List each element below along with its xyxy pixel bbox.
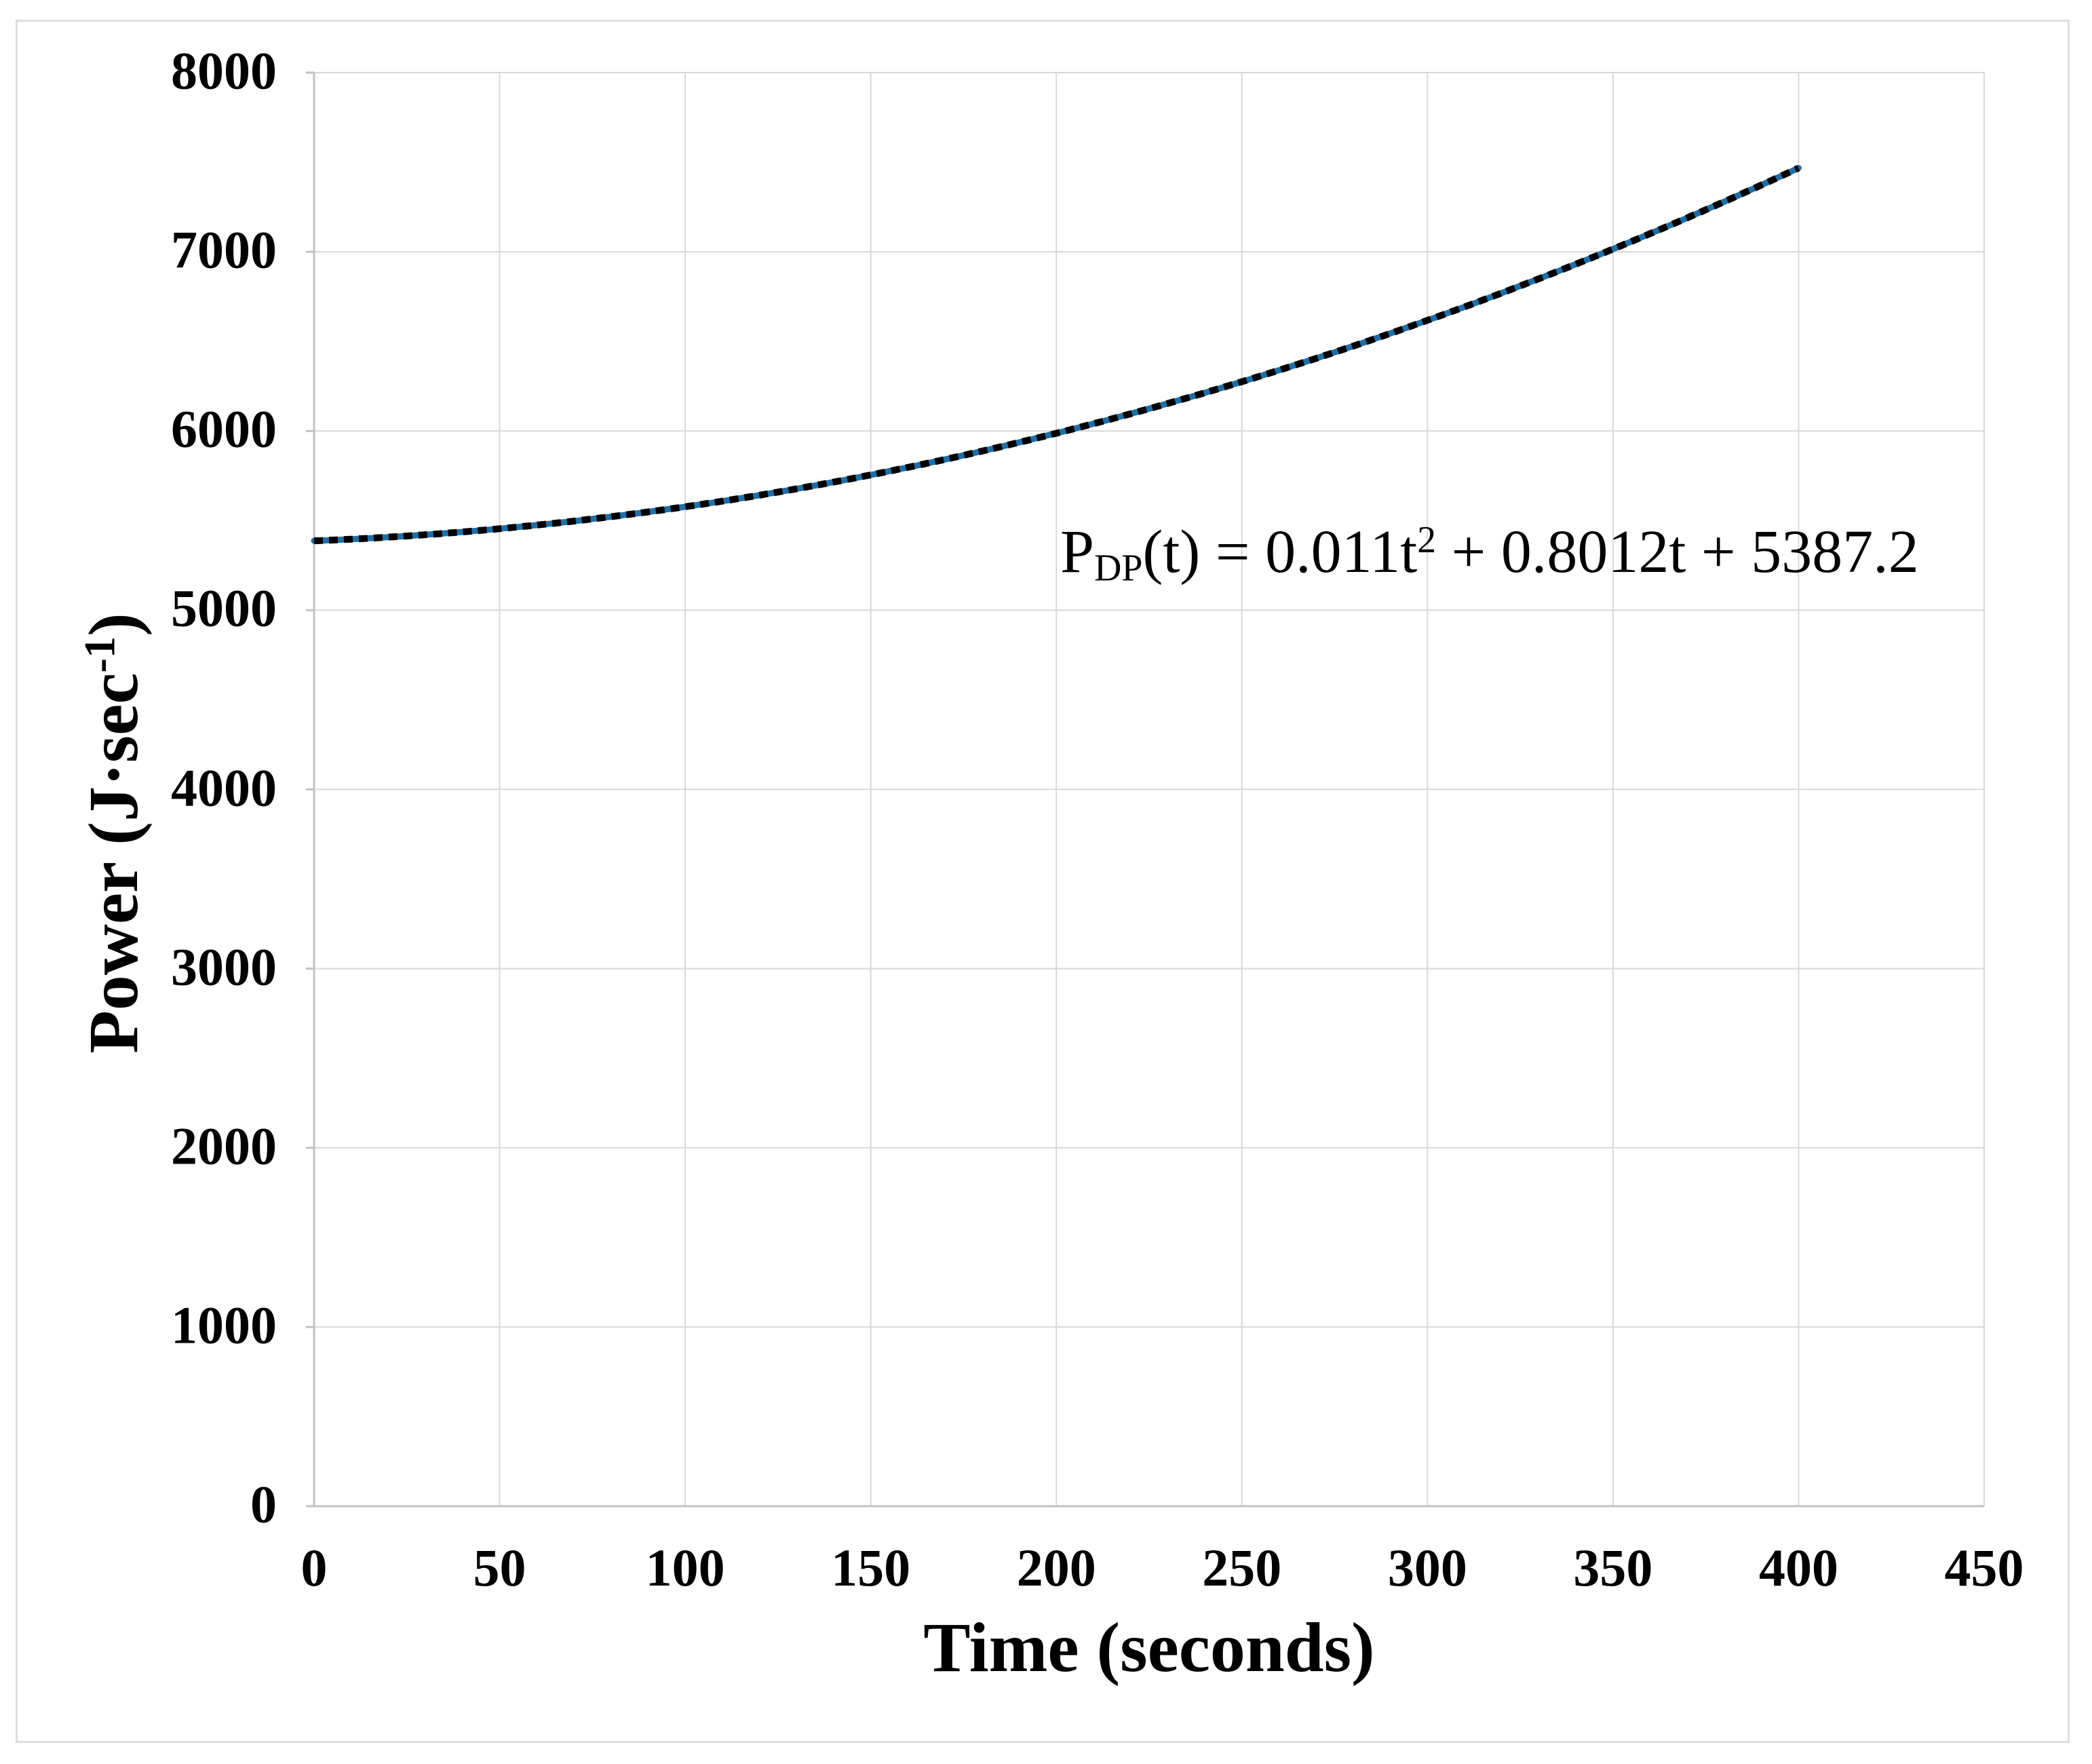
equation-symbol: P: [1060, 518, 1095, 586]
x-tick-label: 150: [831, 1538, 911, 1597]
y-tick-label: 7000: [171, 220, 277, 280]
equation-tail: + 0.8012t + 5387.2: [1436, 518, 1919, 586]
equation-body: (t) = 0.011t: [1142, 518, 1418, 586]
y-tick-label: 3000: [171, 937, 277, 997]
y-axis-title-close: ): [74, 613, 153, 636]
x-tick-label: 450: [1944, 1538, 2024, 1597]
x-tick-label: 350: [1573, 1538, 1653, 1597]
y-axis-title-text: Power (J·sec: [74, 672, 153, 1054]
y-tick-label: 4000: [171, 758, 277, 818]
x-tick-label: 100: [645, 1538, 725, 1597]
trendline-equation: PDP(t) = 0.011t2 + 0.8012t + 5387.2: [1060, 517, 1919, 588]
y-tick-label: 1000: [171, 1295, 277, 1355]
equation-superscript: 2: [1417, 518, 1437, 561]
equation-subscript: DP: [1094, 547, 1143, 590]
y-tick-label: 8000: [171, 41, 277, 100]
y-tick-label: 0: [250, 1474, 277, 1534]
x-tick-label: 250: [1202, 1538, 1282, 1597]
x-tick-label: 0: [301, 1538, 328, 1597]
y-axis-title: Power (J·sec-1): [75, 613, 153, 1054]
x-tick-label: 300: [1387, 1538, 1467, 1597]
y-tick-label: 5000: [171, 579, 277, 638]
y-axis-title-superscript: -1: [75, 636, 124, 673]
y-tick-label: 6000: [171, 399, 277, 459]
figure-border: [16, 20, 2070, 1743]
x-tick-label: 50: [473, 1538, 526, 1597]
x-axis-title: Time (seconds): [923, 1609, 1375, 1687]
x-tick-label: 200: [1016, 1538, 1096, 1597]
trendline-curve: [313, 165, 1800, 545]
y-tick-label: 2000: [171, 1116, 277, 1176]
x-tick-label: 400: [1758, 1538, 1838, 1597]
